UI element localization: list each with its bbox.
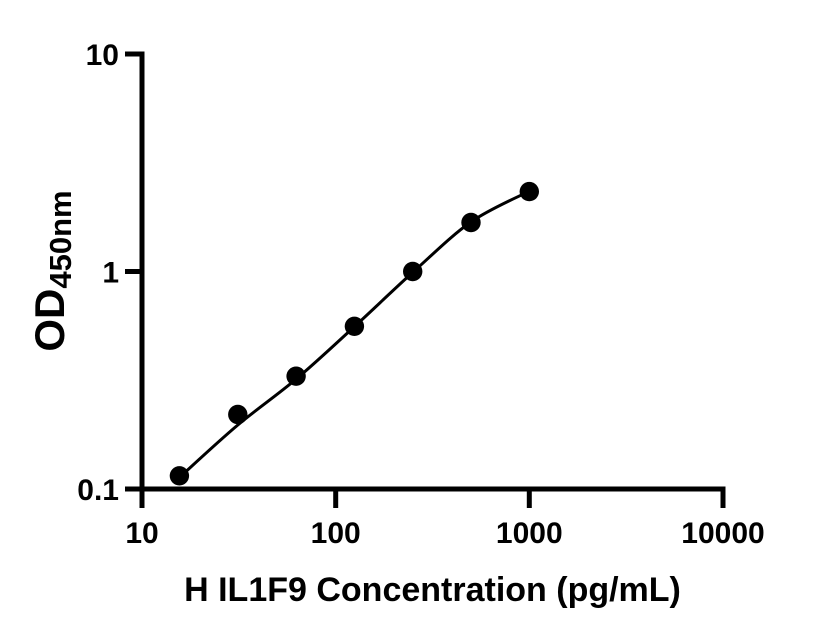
x-axis: 10 100 1000 10000 (125, 486, 765, 550)
data-point (403, 261, 423, 282)
data-point-group (169, 181, 539, 486)
x-tick-label: 10 (125, 517, 158, 550)
data-point (169, 466, 190, 486)
data-point (461, 212, 481, 233)
y-tick-label: 10 (86, 39, 119, 72)
y-tick-label: 0.1 (77, 474, 119, 507)
data-point (286, 366, 306, 386)
data-point (228, 404, 248, 425)
y-axis: 0.1 1 10 (77, 39, 145, 507)
x-tick-label: 10000 (681, 517, 764, 550)
x-tick-label: 100 (311, 517, 361, 550)
y-axis-title-main: OD (26, 289, 73, 352)
y-axis-title-subscript: 450nm (43, 190, 78, 288)
y-tick-label: 1 (102, 257, 119, 290)
y-axis-title: OD450nm (26, 190, 78, 351)
data-point (519, 181, 539, 202)
x-axis-title: H IL1F9 Concentration (pg/mL) (184, 571, 681, 609)
x-tick-label: 1000 (496, 517, 563, 550)
y-tick-group: 0.1 1 10 (77, 39, 142, 507)
x-tick-group: 10 100 1000 10000 (125, 489, 765, 550)
data-point (344, 316, 365, 336)
